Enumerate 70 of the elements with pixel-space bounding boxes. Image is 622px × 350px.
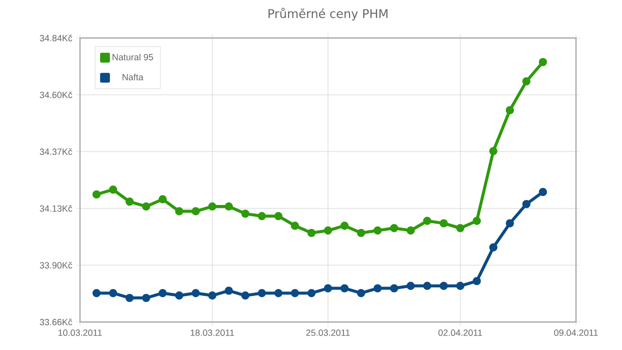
- x-tick-label: 02.04.2011: [438, 330, 482, 336]
- point: [258, 212, 266, 220]
- point: [158, 195, 167, 204]
- y-tick-label: 34.13Kč: [40, 205, 72, 212]
- point: [290, 289, 300, 298]
- point: [406, 226, 415, 235]
- point: [290, 222, 300, 230]
- point: [126, 198, 134, 206]
- point: [224, 202, 233, 211]
- point: [208, 202, 216, 211]
- y-tick-label: 34.37Kč: [40, 148, 72, 155]
- point: [274, 212, 282, 220]
- point: [208, 291, 216, 300]
- point: [92, 289, 101, 298]
- point: [158, 289, 167, 298]
- y-tick-label: 34.60Kč: [40, 91, 72, 98]
- point: [522, 77, 530, 86]
- point: [456, 282, 464, 290]
- point: [324, 226, 332, 235]
- legend-label: Natural 95: [112, 54, 154, 60]
- point: [241, 291, 250, 300]
- x-tick-label: 25.03.2011: [306, 330, 350, 336]
- point: [340, 284, 349, 292]
- point: [489, 243, 498, 252]
- point: [472, 276, 481, 286]
- point: [390, 224, 398, 232]
- y-tick-label: 33.66Kč: [40, 318, 72, 326]
- point: [307, 228, 316, 238]
- x-tick-label: 18.03.2011: [190, 330, 234, 336]
- y-tick-label: 33.90Kč: [40, 262, 72, 269]
- point: [108, 289, 118, 298]
- y-tick-label: 34.84Kč: [40, 34, 72, 42]
- point: [506, 106, 514, 114]
- point: [423, 216, 432, 225]
- point: [175, 207, 184, 216]
- x-tick-label: 09.04.2011: [554, 330, 598, 336]
- point: [456, 224, 464, 232]
- chart-title: Průměrné ceny PHM: [268, 8, 388, 20]
- point: [406, 282, 415, 290]
- point: [192, 289, 200, 298]
- point: [224, 286, 233, 295]
- point: [356, 289, 366, 298]
- point: [423, 282, 432, 290]
- point: [522, 200, 530, 208]
- point: [489, 147, 498, 156]
- point: [92, 190, 101, 199]
- point: [274, 289, 282, 298]
- point: [142, 294, 150, 302]
- point: [192, 207, 200, 216]
- point: [142, 202, 150, 211]
- point: [241, 210, 250, 218]
- point: [340, 222, 349, 230]
- x-tick-label: 10.03.2011: [58, 330, 102, 336]
- point: [374, 226, 382, 235]
- point: [472, 216, 481, 225]
- point: [538, 188, 548, 196]
- legend-label: Nafta: [122, 74, 144, 80]
- point: [356, 228, 366, 238]
- point: [324, 284, 332, 292]
- point: [538, 58, 548, 66]
- point: [374, 284, 382, 292]
- point: [440, 219, 448, 228]
- point: [126, 294, 134, 302]
- point: [258, 289, 266, 298]
- point: [440, 282, 448, 290]
- point: [307, 289, 316, 298]
- point: [175, 291, 184, 300]
- point: [108, 186, 118, 194]
- point: [390, 284, 398, 292]
- point: [506, 219, 514, 228]
